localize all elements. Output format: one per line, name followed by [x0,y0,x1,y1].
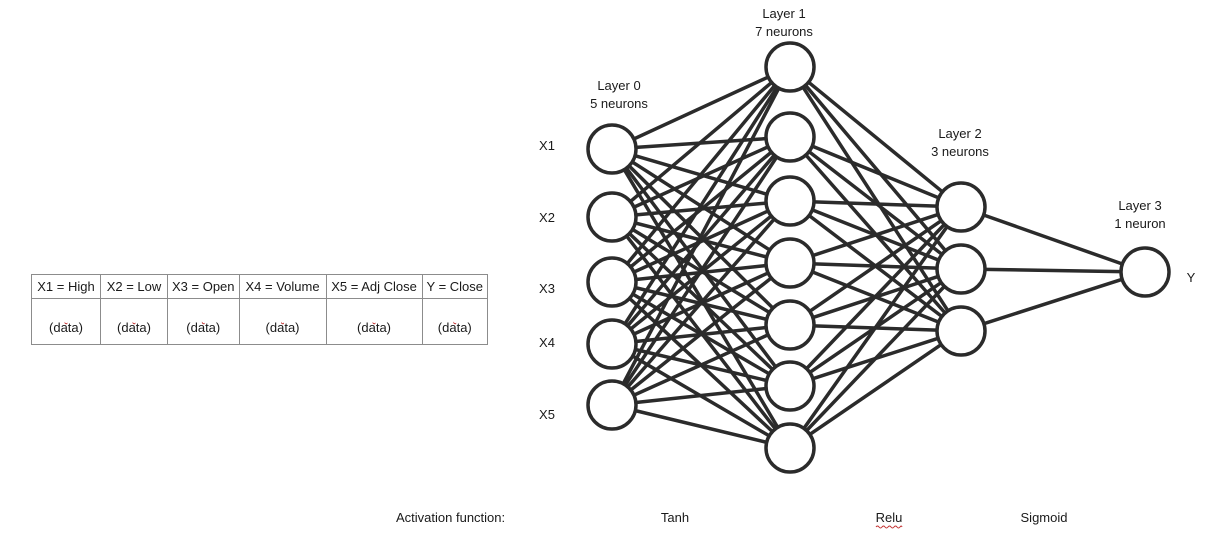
data-cell-value: (data) [49,320,83,335]
connection-l0-n1-to-l1-n1 [632,75,770,141]
connection-l1-n5-to-l2-n1 [808,218,943,314]
neuron-layer-2-2 [935,243,987,295]
data-cell-value: (data) [357,320,392,335]
connection-l0-n4-to-l1-n2 [625,153,777,328]
connection-l0-n5-to-l1-n6 [634,386,768,405]
input-label-x3: X3 [539,281,555,296]
neuron-layer-1-6 [764,360,816,412]
neuron-layer-2-1 [935,181,987,233]
layer-1-count: 7 neurons [755,24,813,39]
connection-l0-n5-to-l1-n1 [621,86,781,386]
neuron-layer-3-1 [1119,246,1171,298]
neuron-layer-1-7 [764,422,816,474]
connection-l1-n6-to-l2-n1 [804,222,947,371]
neuron-layer-2-3 [935,305,987,357]
neuron-layer-0-3 [586,256,638,308]
connection-l0-n2-to-l1-n1 [628,80,774,204]
data-cell-value: (data) [265,320,300,335]
layer-1-title: Layer 1 [762,6,805,21]
header-cell-x1: X1 = High [31,274,101,299]
neuron-layer-1-4 [764,237,816,289]
neurons [586,41,1171,474]
connection-l1-n3-to-l2-n1 [812,200,939,208]
connection-l0-n5-to-l1-n4 [629,276,773,392]
connection-l0-n5-to-l1-n5 [632,333,770,397]
connection-l1-n2-to-l2-n1 [810,144,941,200]
activation-relu: Relu [876,510,903,525]
connection-l1-n7-to-l2-n2 [804,284,947,433]
table-data-row: (data) (data) (data) (data) (data) (data… [31,298,489,345]
connections [621,75,1125,445]
layer-2-count: 3 neurons [931,144,989,159]
table-header-row: X1 = High X2 = Low X3 = Open X4 = Volume… [31,274,489,299]
neuron-layer-0-2 [586,191,638,243]
activation-sigmoid: Sigmoid [1021,510,1068,525]
connection-l2-n2-to-l3-n1 [983,267,1123,274]
variables-table: X1 = High X2 = Low X3 = Open X4 = Volume… [31,274,489,345]
data-cell-value: (data) [186,320,221,335]
connection-l0-n5-to-l1-n7 [633,408,769,445]
input-label-x4: X4 [539,335,555,350]
connection-l0-n4-to-l1-n1 [623,85,779,326]
data-cell: (data) [421,298,489,345]
connection-l1-n4-to-l2-n1 [811,212,940,258]
header-cell-x5: X5 = Adj Close [325,274,423,299]
neuron-layer-0-4 [586,318,638,370]
header-cell-x4: X4 = Volume [238,274,327,299]
connection-l0-n5-to-l1-n3 [626,217,776,389]
neuron-layer-0-5 [586,379,638,431]
header-cell-x2: X2 = Low [100,274,168,299]
data-cell: (data) [100,298,168,345]
connection-l1-n7-to-l2-n1 [802,224,949,431]
connection-l0-n1-to-l1-n6 [624,166,778,369]
layer-3-title: Layer 3 [1118,198,1161,213]
input-label-x2: X2 [539,210,555,225]
connection-l0-n5-to-l1-n2 [623,155,779,387]
data-cell-value: (data) [437,320,472,335]
input-label-x1: X1 [539,138,555,153]
neuron-layer-1-2 [764,111,816,163]
data-cell: (data) [325,298,423,345]
connection-l1-n1-to-l2-n1 [806,80,945,194]
neuron-layer-1-1 [764,41,816,93]
data-cell: (data) [167,298,240,345]
layer-2-title: Layer 2 [938,126,981,141]
connection-l0-n3-to-l1-n1 [625,83,777,266]
output-label: Y [1187,270,1196,285]
connection-l2-n1-to-l3-n1 [981,213,1125,266]
activation-tanh: Tanh [661,510,689,525]
connection-l1-n1-to-l2-n3 [801,85,950,313]
data-cell-value: (data) [117,320,151,335]
neuron-layer-1-3 [764,175,816,227]
connection-l0-n3-to-l1-n2 [628,150,774,269]
connection-l1-n7-to-l2-n3 [808,342,943,437]
layer-0-count: 5 neurons [590,96,648,111]
data-cell: (data) [238,298,327,345]
layer-0-title: Layer 0 [597,78,640,93]
connection-l2-n3-to-l3-n1 [982,277,1124,326]
layer-3-count: 1 neuron [1114,216,1165,231]
connection-l1-n1-to-l2-n2 [803,83,948,253]
header-cell-y: Y = Close [421,274,489,299]
activation-function-label: Activation function: [396,510,505,525]
neuron-layer-1-5 [764,299,816,351]
neuron-layer-0-1 [586,123,638,175]
data-cell: (data) [31,298,101,345]
input-label-x5: X5 [539,407,555,422]
spellcheck-underline [875,525,903,529]
